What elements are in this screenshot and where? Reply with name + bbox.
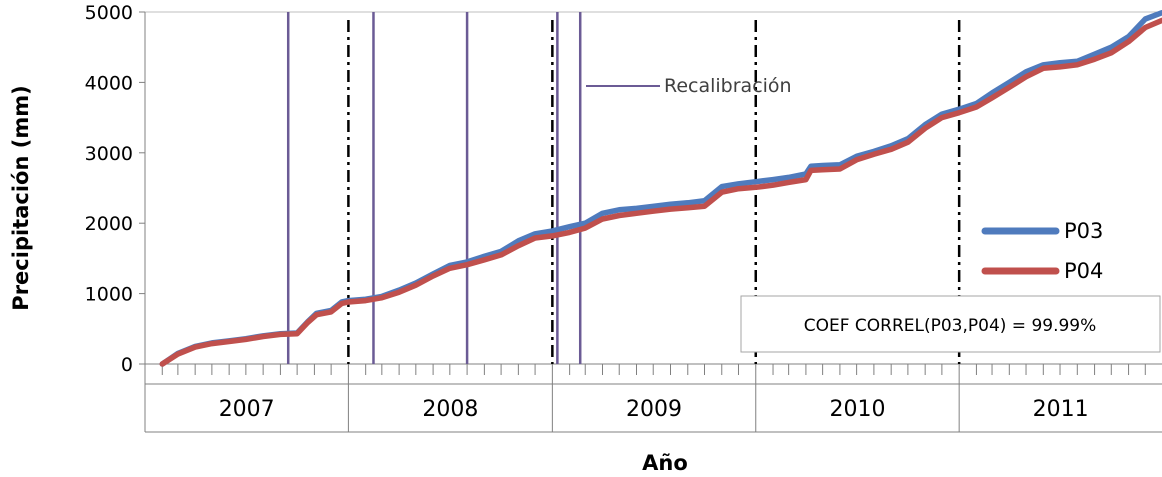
- correlation-annotation: COEF CORREL(P03,P04) = 99.99%: [804, 316, 1097, 336]
- year-label: 2011: [1033, 397, 1089, 422]
- recalibration-label: Recalibración: [664, 75, 792, 97]
- y-axis-title: Precipitación (mm): [9, 85, 33, 310]
- y-tick-label: 4000: [85, 72, 133, 94]
- y-tick-label: 2000: [85, 213, 133, 235]
- y-tick-label: 3000: [85, 143, 133, 165]
- y-tick-label: 1000: [85, 284, 133, 306]
- series-line-p04: [159, 17, 1162, 367]
- year-label: 2008: [422, 397, 478, 422]
- year-label: 2010: [829, 397, 885, 422]
- year-label: 2007: [219, 397, 275, 422]
- series-layer: [159, 9, 1162, 367]
- x-axis-title: Año: [642, 451, 688, 475]
- annotation-box: [740, 295, 1161, 353]
- year-label: 2009: [626, 397, 682, 422]
- y-tick-label: 5000: [85, 2, 133, 24]
- axes-layer: 0 1000 2000 3000 4000 5000 2007 2008 2009 2010 201…: [85, 2, 1162, 433]
- legend-label-p03: P03: [1064, 219, 1103, 243]
- y-tick-label: 0: [121, 354, 133, 376]
- legend-label-p04: P04: [1064, 259, 1103, 283]
